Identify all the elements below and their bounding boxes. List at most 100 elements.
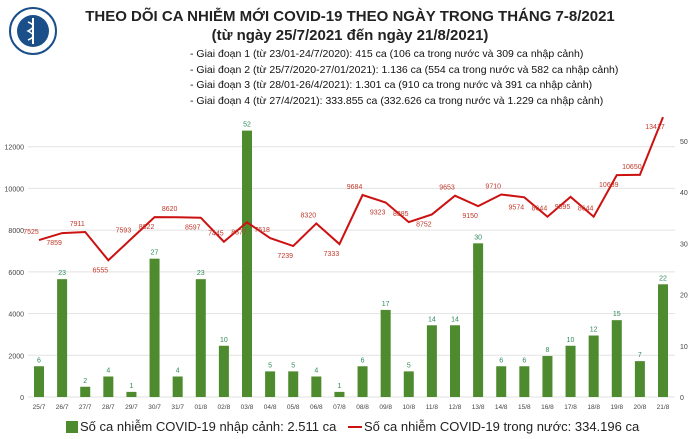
bar (265, 371, 276, 397)
line-label: 9684 (347, 184, 363, 191)
bar-label: 4 (314, 368, 318, 375)
line-label: 7525 (23, 229, 39, 236)
bar (426, 325, 437, 397)
line-label: 7333 (324, 251, 340, 258)
bar (634, 361, 645, 397)
bar-label: 12 (590, 327, 598, 334)
left-tick-label: 8000 (8, 228, 24, 235)
bar-label: 4 (106, 368, 110, 375)
bar (218, 345, 229, 397)
bar-label: 6 (522, 357, 526, 364)
line-series (38, 116, 664, 262)
bar-label: 14 (451, 316, 459, 323)
bar (403, 371, 414, 397)
bar (195, 279, 206, 397)
ministry-logo (9, 7, 57, 55)
x-tick-label: 09/8 (379, 404, 392, 411)
line-label: 8752 (416, 221, 432, 228)
x-tick-label: 27/7 (79, 404, 92, 411)
line-label: 8644 (578, 206, 594, 213)
line-label: 8622 (139, 224, 155, 231)
bar-label: 15 (613, 311, 621, 318)
line-label: 13417 (645, 124, 665, 131)
x-tick-label: 16/8 (541, 404, 554, 411)
x-tick-label: 11/8 (426, 404, 439, 411)
bar (519, 366, 530, 397)
line-label: 7911 (70, 221, 85, 228)
line-label: 8385 (393, 211, 409, 218)
bar (149, 258, 160, 397)
left-tick-label: 2000 (8, 353, 24, 360)
bar-label: 1 (337, 383, 341, 390)
line-label: 8597 (185, 225, 201, 232)
x-tick-label: 07/8 (333, 404, 346, 411)
note: - Giai đoạn 2 (từ 25/7/2020-27/01/2021):… (190, 63, 619, 76)
bar-label: 10 (567, 337, 575, 344)
x-tick-label: 18/8 (587, 404, 600, 411)
line-label: 7445 (208, 231, 224, 238)
bar (380, 309, 391, 397)
legend-swatch-bar (66, 420, 78, 433)
x-tick-label: 30/7 (148, 404, 161, 411)
right-tick-label: 20 (680, 293, 688, 300)
bar (565, 345, 576, 397)
line-label: 8377 (231, 229, 247, 236)
x-tick-label: 10/8 (402, 404, 415, 411)
left-tick-label: 12000 (5, 145, 25, 152)
bar-label: 1 (129, 383, 133, 390)
bar (288, 371, 299, 397)
chart-title: THEO DÕI CA NHIỄM MỚI COVID-19 THEO NGÀY… (85, 8, 615, 25)
bar (57, 279, 68, 397)
bar (172, 376, 183, 397)
bar-label: 14 (428, 316, 436, 323)
x-tick-label: 26/7 (56, 404, 69, 411)
right-tick-label: 40 (680, 190, 688, 197)
bar (542, 356, 553, 397)
line-label: 10650 (622, 164, 642, 171)
bar (473, 243, 484, 397)
bar (334, 391, 345, 397)
bar (242, 130, 252, 398)
line-label: 9574 (509, 204, 525, 211)
line-label: 6555 (93, 267, 109, 274)
bar (588, 335, 599, 397)
line-label: 10639 (599, 182, 619, 189)
line-label: 9150 (462, 213, 478, 220)
x-tick-label: 25/7 (33, 404, 46, 411)
note: - Giai đoạn 3 (từ 28/01-26/4/2021): 1.30… (190, 79, 593, 91)
bar (496, 366, 507, 397)
bar-label: 6 (499, 357, 503, 364)
chart-subtitle: (từ ngày 25/7/2021 đến ngày 21/8/2021) (211, 27, 489, 44)
legend-label: Số ca nhiễm COVID-19 trong nước: 334.196… (364, 419, 640, 434)
right-tick-label: 10 (680, 344, 688, 351)
left-tick-label: 6000 (8, 270, 24, 277)
x-tick-label: 05/8 (287, 404, 300, 411)
bar-label: 5 (407, 362, 411, 369)
line-label: 9653 (439, 185, 455, 192)
x-tick-label: 17/8 (564, 404, 577, 411)
left-tick-label: 10000 (5, 186, 25, 193)
left-tick-label: 0 (20, 395, 24, 402)
note: - Giai đoạn 4 (từ 27/4/2021): 333.855 ca… (190, 94, 604, 107)
line-label: 8620 (162, 206, 178, 213)
x-tick-label: 19/8 (610, 404, 623, 411)
line-label: 8320 (301, 212, 317, 219)
bar-label: 8 (545, 347, 549, 354)
x-tick-label: 06/8 (310, 404, 323, 411)
bar-label: 7 (638, 352, 642, 359)
bar (611, 320, 622, 397)
line-label: 7239 (277, 253, 293, 260)
bar-label: 17 (382, 301, 390, 308)
line-label: 7593 (116, 228, 132, 235)
x-tick-label: 20/8 (634, 404, 647, 411)
bar-label: 5 (291, 362, 295, 369)
bar (450, 325, 460, 397)
bar-label: 23 (197, 270, 205, 277)
bar (357, 366, 368, 397)
bar-label: 52 (243, 122, 251, 129)
line-label: 9323 (370, 210, 386, 217)
legend-swatch-line (348, 425, 362, 428)
x-tick-label: 03/8 (241, 404, 254, 411)
bar-label: 10 (220, 337, 228, 344)
